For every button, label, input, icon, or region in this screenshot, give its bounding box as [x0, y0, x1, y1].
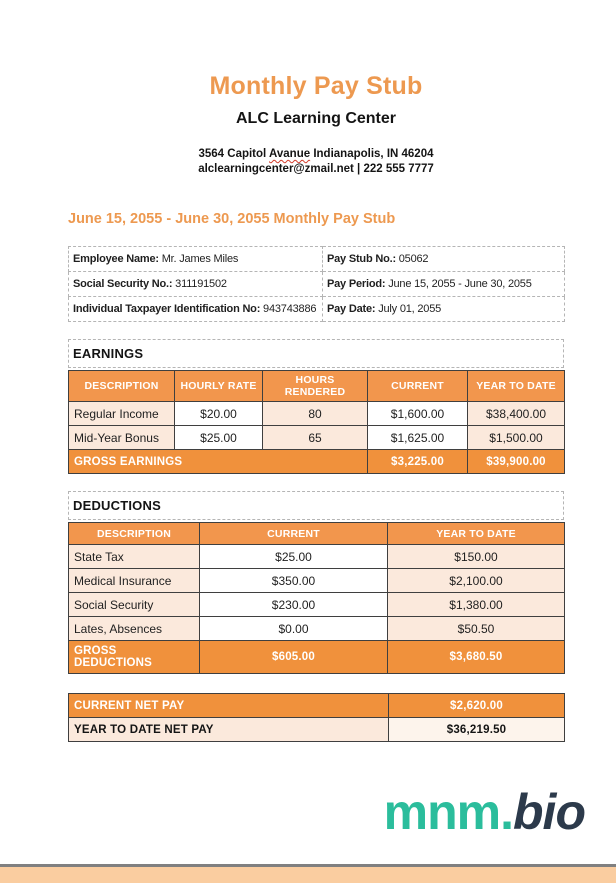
- page-content: Monthly Pay Stub ALC Learning Center 356…: [68, 72, 565, 742]
- info-row: Social Security No.: 311191502 Pay Perio…: [68, 271, 565, 297]
- pay-period-cell: Pay Period: June 15, 2055 - June 30, 205…: [322, 271, 565, 297]
- pay-date-value: July 01, 2055: [378, 303, 442, 315]
- cell-description: Regular Income: [68, 401, 175, 426]
- cell-current: $25.00: [199, 544, 388, 569]
- cell-description: Social Security: [68, 592, 200, 617]
- cell-current: $1,625.00: [367, 425, 468, 450]
- logo-mnm-text: mnm.: [383, 784, 514, 840]
- current-net-pay-label: CURRENT NET PAY: [68, 693, 389, 718]
- company-name: ALC Learning Center: [235, 110, 396, 127]
- current-net-pay-row: CURRENT NET PAY $2,620.00: [68, 693, 565, 718]
- gross-earnings-label: GROSS EARNINGS: [68, 449, 368, 474]
- ytd-net-pay-label: YEAR TO DATE NET PAY: [68, 717, 389, 742]
- cell-hours-rendered: 80: [262, 401, 368, 426]
- deductions-row: Lates, Absences $0.00 $50.50: [68, 616, 565, 641]
- cell-year-to-date: $1,380.00: [387, 592, 565, 617]
- column-header: DESCRIPTION: [68, 522, 200, 545]
- ssn-label: Social Security No.:: [73, 278, 173, 290]
- address-line: 3564 Capitol Avanue Indianapolis, IN 462…: [68, 147, 564, 162]
- gross-earnings-row: GROSS EARNINGS $3,225.00 $39,900.00: [68, 449, 565, 474]
- gross-deductions-label: GROSS DEDUCTIONS: [68, 640, 200, 674]
- itin-label: Individual Taxpayer Identification No:: [73, 303, 261, 315]
- period-heading: June 15, 2055 - June 30, 2055 Monthly Pa…: [68, 211, 396, 227]
- address-misspelled-word: Avanue: [269, 148, 311, 160]
- earnings-row: Mid-Year Bonus $25.00 65 $1,625.00 $1,50…: [68, 425, 565, 450]
- gross-deductions-ytd: $3,680.50: [387, 640, 565, 674]
- cell-year-to-date: $150.00: [387, 544, 565, 569]
- ssn-value: 311191502: [175, 278, 227, 290]
- cell-current: $350.00: [199, 568, 388, 593]
- contact-line: alclearningcenter@zmail.net | 222 555 77…: [198, 163, 434, 175]
- cell-description: Mid-Year Bonus: [68, 425, 175, 450]
- ytd-net-pay-row: YEAR TO DATE NET PAY $36,219.50: [68, 717, 565, 742]
- footer-divider-line: [0, 864, 616, 867]
- employee-name-cell: Employee Name: Mr. James Miles: [68, 246, 323, 272]
- pay-period-value: June 15, 2055 - June 30, 2055: [388, 278, 532, 290]
- column-header: HOURLY RATE: [174, 370, 263, 402]
- ssn-cell: Social Security No.: 311191502: [68, 271, 323, 297]
- earnings-row: Regular Income $20.00 80 $1,600.00 $38,4…: [68, 401, 565, 426]
- ytd-net-pay-value: $36,219.50: [388, 717, 565, 742]
- info-row: Employee Name: Mr. James Miles Pay Stub …: [68, 246, 565, 272]
- pay-stub-no-cell: Pay Stub No.: 05062: [322, 246, 565, 272]
- info-row: Individual Taxpayer Identification No: 9…: [68, 296, 565, 322]
- footer-accent-bar: [0, 867, 616, 883]
- column-header: YEAR TO DATE: [387, 522, 565, 545]
- column-header: YEAR TO DATE: [467, 370, 565, 402]
- pay-period-label: Pay Period:: [327, 278, 386, 290]
- cell-year-to-date: $38,400.00: [467, 401, 565, 426]
- earnings-header-row: DESCRIPTION HOURLY RATE HOURS RENDERED C…: [68, 370, 565, 402]
- deductions-row: State Tax $25.00 $150.00: [68, 544, 565, 569]
- logo-bio-text: bio: [513, 784, 586, 840]
- cell-description: State Tax: [68, 544, 200, 569]
- earnings-table: DESCRIPTION HOURLY RATE HOURS RENDERED C…: [68, 370, 565, 474]
- document-title: Monthly Pay Stub: [209, 72, 423, 100]
- cell-hourly-rate: $20.00: [174, 401, 263, 426]
- column-header: CURRENT: [199, 522, 388, 545]
- pay-date-cell: Pay Date: July 01, 2055: [322, 296, 565, 322]
- deductions-row: Social Security $230.00 $1,380.00: [68, 592, 565, 617]
- cell-current: $1,600.00: [367, 401, 468, 426]
- employee-name-value: Mr. James Miles: [161, 253, 239, 265]
- column-header: HOURS RENDERED: [262, 370, 368, 402]
- gross-earnings-current: $3,225.00: [367, 449, 468, 474]
- gross-deductions-row: GROSS DEDUCTIONS $605.00 $3,680.50: [68, 640, 565, 674]
- pay-stub-no-label: Pay Stub No.:: [327, 253, 396, 265]
- cell-description: Medical Insurance: [68, 568, 200, 593]
- employee-info-table: Employee Name: Mr. James Miles Pay Stub …: [68, 246, 565, 322]
- net-pay-table: CURRENT NET PAY $2,620.00 YEAR TO DATE N…: [68, 693, 565, 742]
- cell-year-to-date: $50.50: [387, 616, 565, 641]
- address-suffix: Indianapolis, IN 46204: [310, 148, 434, 160]
- column-header: CURRENT: [367, 370, 468, 402]
- deductions-header-row: DESCRIPTION CURRENT YEAR TO DATE: [68, 522, 565, 545]
- itin-value: 943743886: [263, 303, 317, 315]
- itin-cell: Individual Taxpayer Identification No: 9…: [68, 296, 323, 322]
- cell-hours-rendered: 65: [262, 425, 368, 450]
- cell-description: Lates, Absences: [68, 616, 200, 641]
- cell-hourly-rate: $25.00: [174, 425, 263, 450]
- current-net-pay-value: $2,620.00: [388, 693, 565, 718]
- pay-date-label: Pay Date:: [327, 303, 376, 315]
- pay-stub-no-value: 05062: [398, 253, 429, 265]
- column-header: DESCRIPTION: [68, 370, 175, 402]
- gross-earnings-ytd: $39,900.00: [467, 449, 565, 474]
- deductions-row: Medical Insurance $350.00 $2,100.00: [68, 568, 565, 593]
- cell-year-to-date: $1,500.00: [467, 425, 565, 450]
- cell-current: $0.00: [199, 616, 388, 641]
- employee-name-label: Employee Name:: [73, 253, 159, 265]
- gross-deductions-current: $605.00: [199, 640, 388, 674]
- cell-year-to-date: $2,100.00: [387, 568, 565, 593]
- deductions-table: DESCRIPTION CURRENT YEAR TO DATE State T…: [68, 522, 565, 674]
- deductions-section-title: DEDUCTIONS: [68, 491, 564, 520]
- address-prefix: 3564 Capitol: [198, 148, 270, 160]
- brand-logo: mnm.bio: [383, 784, 586, 840]
- earnings-section-title: EARNINGS: [68, 339, 564, 368]
- cell-current: $230.00: [199, 592, 388, 617]
